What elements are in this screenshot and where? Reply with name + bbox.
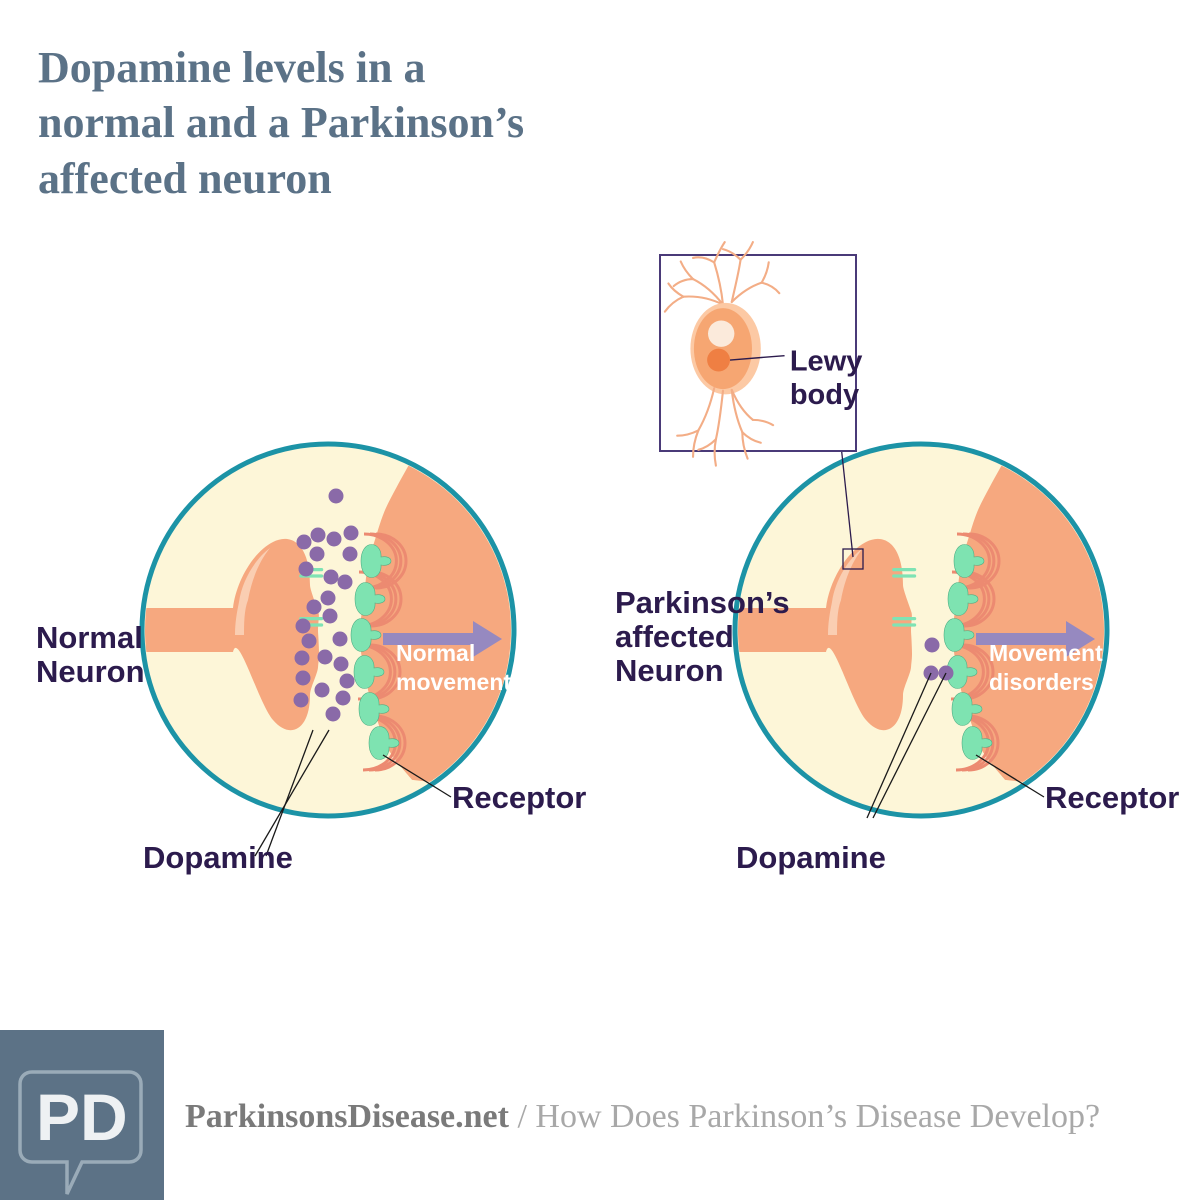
svg-text:Receptor: Receptor	[452, 780, 586, 815]
svg-text:disorders: disorders	[989, 669, 1094, 695]
svg-text:Normal: Normal	[396, 640, 475, 666]
svg-text:Dopamine: Dopamine	[736, 840, 886, 875]
svg-text:Receptor: Receptor	[1045, 780, 1179, 815]
svg-text:body: body	[790, 379, 859, 411]
svg-text:Normal: Normal	[36, 620, 143, 655]
svg-text:Neuron: Neuron	[36, 654, 145, 689]
svg-text:Movement: Movement	[989, 640, 1103, 666]
svg-text:Neuron: Neuron	[615, 653, 724, 688]
svg-text:PD: PD	[36, 1080, 128, 1154]
svg-text:affected: affected	[615, 619, 734, 654]
svg-text:Parkinson’s: Parkinson’s	[615, 585, 790, 620]
svg-text:movement: movement	[396, 669, 511, 695]
svg-text:Dopamine: Dopamine	[143, 840, 293, 875]
svg-text:Lewy: Lewy	[790, 346, 863, 378]
